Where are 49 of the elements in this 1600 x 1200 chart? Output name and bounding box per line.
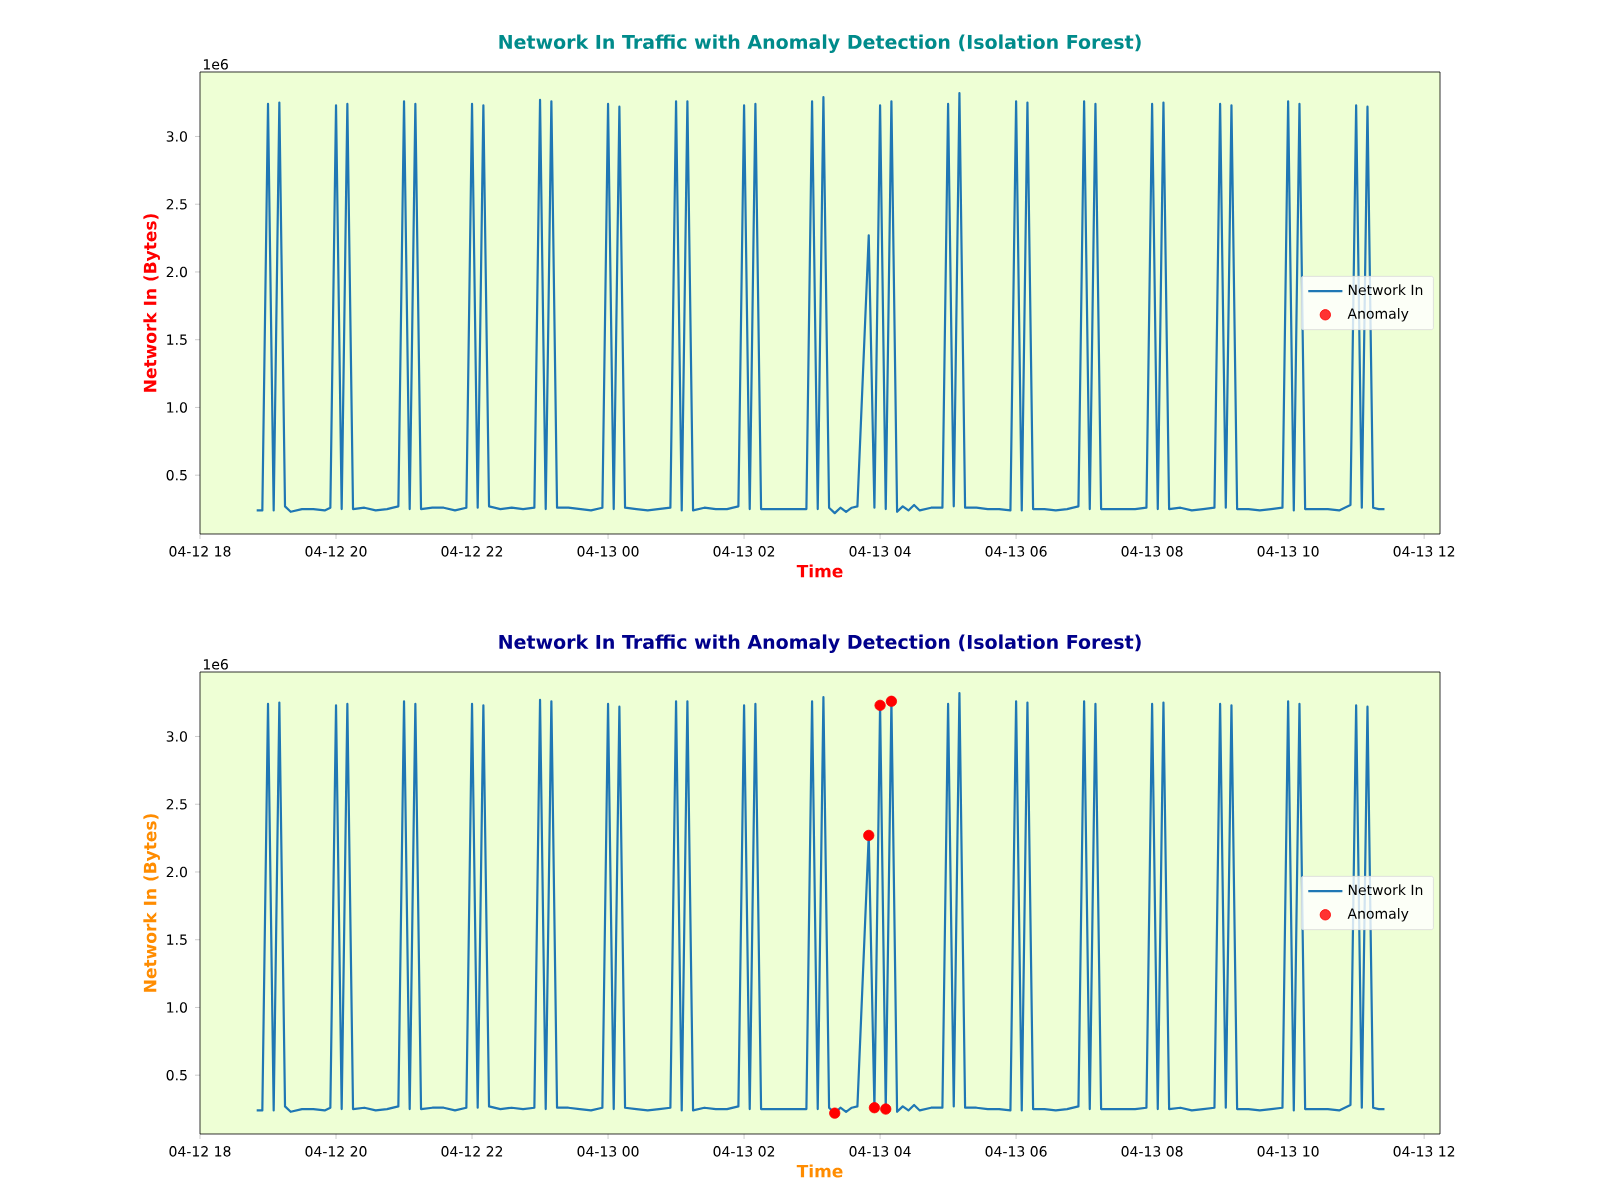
x-tick-label: 04-13 10 — [1257, 546, 1319, 557]
y-tick-label: 1.0 — [167, 402, 187, 413]
x-tick-label: 04-12 18 — [169, 546, 231, 557]
y-tick-label: 0.5 — [166, 1069, 187, 1081]
x-tick-label: 04-13 04 — [849, 1146, 911, 1157]
x-tick-label: 04-13 12 — [1393, 1146, 1455, 1157]
x-tick-label: 04-13 04 — [849, 546, 911, 557]
chart-title: Network In Traffic with Anomaly Detection (Isolation Forest) — [499, 34, 1141, 53]
y-tick-label: 3.0 — [166, 731, 187, 742]
x-tick-label: 04-12 20 — [305, 1146, 367, 1157]
x-tick-label: 04-13 08 — [1121, 546, 1183, 557]
legend-label: Network In — [1348, 884, 1423, 896]
x-tick-label: 04-13 06 — [985, 1146, 1047, 1157]
y-tick-label: 2.5 — [166, 798, 187, 810]
y-tick-label: 2.5 — [166, 198, 187, 210]
chart-title: Network In Traffic with Anomaly Detection (Isolation Forest) — [499, 634, 1141, 653]
x-tick-label: 04-12 22 — [441, 546, 503, 557]
x-tick-label: 04-12 20 — [305, 546, 367, 557]
point — [874, 699, 886, 711]
y-tick-label: 1.0 — [167, 1002, 187, 1013]
y-axis-title: Network In (Bytes) — [143, 214, 160, 392]
x-axis-title: Time — [796, 1164, 843, 1178]
legend-label: Anomaly — [1347, 908, 1409, 922]
x-tick-label: 04-13 12 — [1393, 546, 1455, 557]
x-tick-label: 04-13 10 — [1257, 1146, 1319, 1157]
y-tick-label: 1.5 — [167, 934, 187, 945]
x-tick-label: 04-13 00 — [577, 546, 639, 557]
y-tick-label: 3.0 — [166, 131, 187, 142]
x-tick-label: 04-13 02 — [713, 546, 775, 557]
x-tick-label: 04-13 02 — [713, 1146, 775, 1157]
y-tick-label: 1.5 — [167, 334, 187, 345]
y-tick-label: 2.0 — [166, 866, 187, 878]
x-tick-label: 04-13 00 — [577, 1146, 639, 1157]
text: 1e6 — [203, 59, 228, 70]
x-axis-title: Time — [796, 564, 843, 578]
point — [863, 829, 875, 841]
point — [880, 1103, 892, 1115]
text: 1e6 — [203, 659, 228, 670]
legend-label: Anomaly — [1347, 308, 1409, 322]
y-tick-label: 2.0 — [166, 266, 187, 278]
y-axis-title: Network In (Bytes) — [143, 814, 160, 992]
x-tick-label: 04-13 06 — [985, 546, 1047, 557]
point — [868, 1102, 881, 1114]
x-tick-label: 04-12 22 — [441, 1146, 503, 1157]
x-tick-label: 04-13 08 — [1121, 1146, 1183, 1157]
x-tick-label: 04-12 18 — [169, 1146, 231, 1157]
legend-label: Network In — [1348, 284, 1423, 296]
point — [885, 695, 898, 707]
y-tick-label: 0.5 — [166, 469, 187, 481]
